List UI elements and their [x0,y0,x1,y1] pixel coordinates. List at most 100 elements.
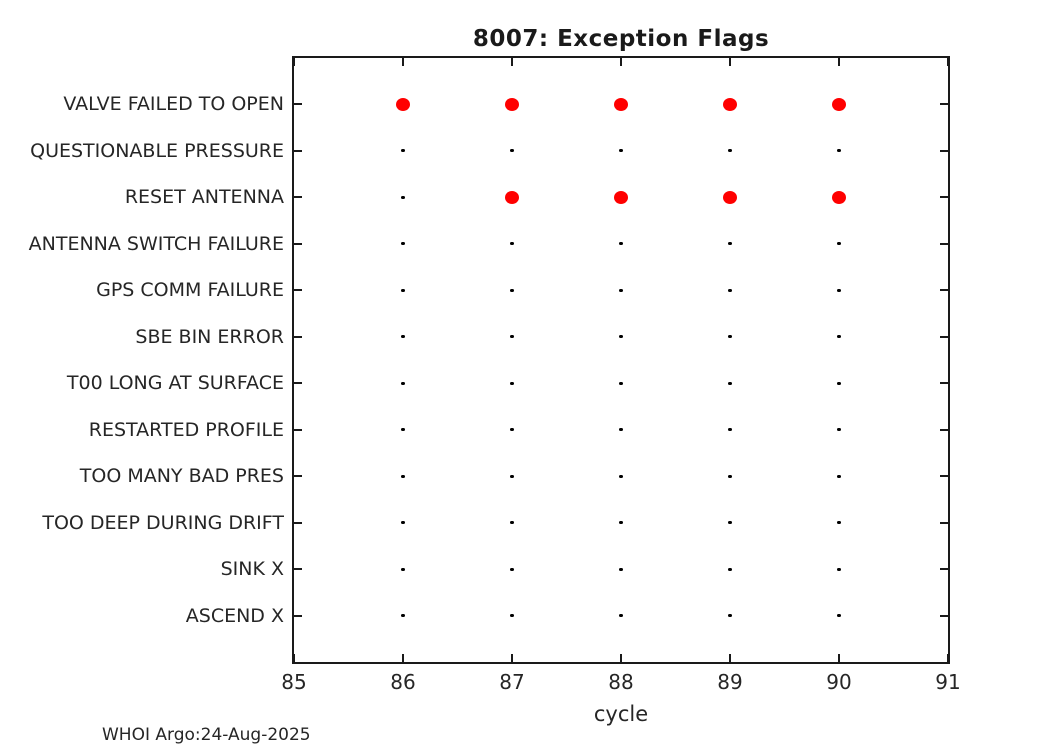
no-exception-marker [728,521,732,525]
y-tick-label: VALVE FAILED TO OPEN [63,93,284,116]
y-tick-mark-left [294,242,302,245]
x-tick-mark-top [838,58,840,66]
x-tick-label: 87 [499,670,525,694]
y-tick-mark-left [294,568,302,571]
no-exception-marker [619,474,623,478]
exception-flag-marker [505,190,519,204]
y-tick-mark-left [294,382,302,385]
no-exception-marker [619,242,623,246]
x-tick-mark-top [947,58,949,66]
no-exception-marker [401,335,405,339]
y-tick-mark-left [294,475,302,478]
y-tick-label: SBE BIN ERROR [135,325,284,348]
no-exception-marker [510,474,514,478]
exception-flag-marker [614,97,628,111]
no-exception-marker [619,428,623,432]
y-tick-mark-left [294,149,302,152]
x-tick-mark-bottom [620,654,622,662]
no-exception-marker [619,521,623,525]
no-exception-marker [510,242,514,246]
x-tick-mark-bottom [947,654,949,662]
no-exception-marker [401,474,405,478]
x-tick-label: 88 [608,670,634,694]
exception-flag-marker [723,97,737,111]
no-exception-marker [401,242,405,246]
x-tick-label: 89 [717,670,743,694]
y-tick-mark-left [294,196,302,199]
no-exception-marker [510,381,514,385]
y-tick-mark-right [940,289,948,292]
x-tick-mark-top [729,58,731,66]
exception-flag-marker [614,190,628,204]
no-exception-marker [728,474,732,478]
x-tick-label: 91 [935,670,961,694]
x-tick-label: 90 [826,670,852,694]
x-tick-mark-bottom [402,654,404,662]
y-tick-label: SINK X [220,558,284,581]
exception-flag-marker [396,97,410,111]
x-tick-mark-bottom [293,654,295,662]
y-tick-mark-left [294,521,302,524]
x-tick-mark-bottom [838,654,840,662]
no-exception-marker [728,381,732,385]
y-tick-label: T00 LONG AT SURFACE [66,372,284,395]
x-tick-mark-top [293,58,295,66]
y-tick-mark-right [940,521,948,524]
no-exception-marker [401,381,405,385]
y-tick-mark-left [294,103,302,106]
no-exception-marker [837,428,841,432]
y-tick-label: TOO DEEP DURING DRIFT [42,511,284,534]
no-exception-marker [619,335,623,339]
no-exception-marker [837,335,841,339]
y-tick-label: ANTENNA SWITCH FAILURE [28,232,284,255]
no-exception-marker [728,567,732,571]
no-exception-marker [728,428,732,432]
no-exception-marker [728,242,732,246]
y-tick-label: QUESTIONABLE PRESSURE [30,139,284,162]
y-tick-mark-right [940,149,948,152]
exception-flag-marker [723,190,737,204]
y-tick-mark-right [940,475,948,478]
no-exception-marker [401,195,405,199]
no-exception-marker [728,288,732,292]
y-tick-mark-right [940,428,948,431]
no-exception-marker [837,521,841,525]
y-tick-mark-right [940,382,948,385]
no-exception-marker [401,521,405,525]
no-exception-marker [728,335,732,339]
no-exception-marker [837,474,841,478]
no-exception-marker [510,335,514,339]
no-exception-marker [510,521,514,525]
no-exception-marker [510,149,514,153]
y-tick-label: RESET ANTENNA [124,186,284,209]
y-tick-label: ASCEND X [185,604,284,627]
plot-area [292,56,950,664]
x-tick-mark-top [511,58,513,66]
y-tick-label: GPS COMM FAILURE [96,279,284,302]
no-exception-marker [619,288,623,292]
y-tick-mark-right [940,568,948,571]
x-tick-label: 86 [390,670,416,694]
y-tick-mark-right [940,103,948,106]
x-tick-mark-top [620,58,622,66]
no-exception-marker [837,149,841,153]
no-exception-marker [728,149,732,153]
no-exception-marker [401,288,405,292]
no-exception-marker [510,288,514,292]
no-exception-marker [510,567,514,571]
y-tick-mark-right [940,196,948,199]
no-exception-marker [837,242,841,246]
no-exception-marker [837,614,841,618]
no-exception-marker [619,567,623,571]
x-tick-label: 85 [281,670,307,694]
x-tick-mark-bottom [511,654,513,662]
no-exception-marker [619,149,623,153]
no-exception-marker [837,567,841,571]
y-tick-mark-right [940,242,948,245]
y-tick-mark-right [940,335,948,338]
y-tick-mark-left [294,614,302,617]
x-tick-mark-bottom [729,654,731,662]
no-exception-marker [619,614,623,618]
footer-credit: WHOI Argo:24-Aug-2025 [102,725,311,745]
